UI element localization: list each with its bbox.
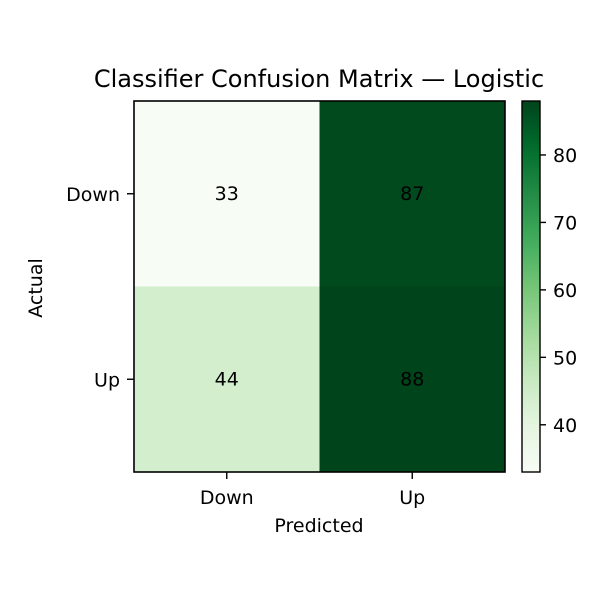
heatmap-cell [319, 286, 506, 473]
colorbar-tick-label: 40 [553, 415, 577, 437]
y-tick-label: Down [66, 184, 120, 206]
cell-value-label: 88 [400, 368, 424, 390]
cell-value-label: 33 [215, 183, 239, 205]
colorbar: 40 50 60 70 80 [521, 100, 577, 473]
cell-value-label: 44 [215, 368, 239, 390]
cell-value-label: 87 [400, 183, 424, 205]
colorbar-gradient [521, 100, 541, 473]
colorbar-tick-label: 50 [553, 347, 577, 369]
colorbar-tick-label: 60 [553, 280, 577, 302]
chart-title: Classifier Confusion Matrix — Logistic [94, 65, 544, 93]
x-axis-label: Predicted [274, 515, 363, 537]
colorbar-tick-label: 80 [553, 145, 577, 167]
y-tick-label: Up [94, 369, 120, 391]
x-tick-label: Up [399, 487, 425, 509]
plot-frame [133, 100, 506, 473]
x-tick-label: Down [200, 487, 254, 509]
heatmap-cells: 33 87 44 88 [134, 101, 506, 473]
heatmap-cell [134, 286, 320, 473]
heatmap-cell [319, 101, 506, 287]
axes: Down Up Down Up [66, 100, 506, 509]
y-axis-label: Actual [25, 258, 47, 318]
heatmap-cell [134, 101, 320, 287]
colorbar-tick-label: 70 [553, 212, 577, 234]
